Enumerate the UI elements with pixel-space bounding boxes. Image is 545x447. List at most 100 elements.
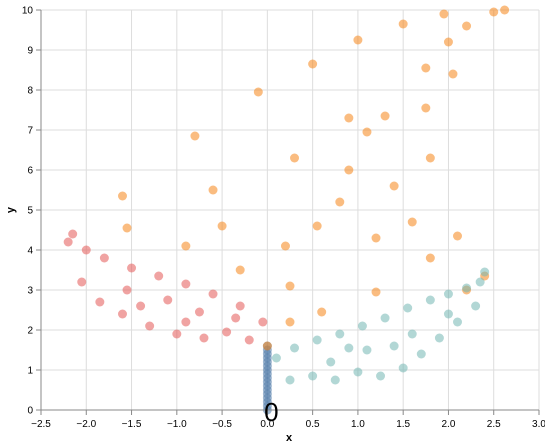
data-point	[308, 371, 318, 381]
y-tick-label: 4	[27, 246, 33, 257]
y-tick-label: 9	[27, 46, 33, 57]
annotation-label: 0	[264, 397, 278, 427]
data-point	[308, 59, 318, 69]
data-point	[290, 153, 300, 163]
data-point	[285, 317, 295, 327]
data-point	[462, 21, 472, 31]
data-point	[371, 287, 381, 297]
data-point	[63, 237, 73, 247]
data-point	[403, 303, 413, 313]
x-tick-label: 2.0	[442, 419, 456, 430]
data-point	[425, 295, 435, 305]
data-point	[190, 131, 200, 141]
data-point	[95, 297, 105, 307]
data-point	[122, 223, 132, 233]
data-point	[362, 127, 372, 137]
data-point	[145, 321, 155, 331]
data-point	[199, 333, 209, 343]
x-tick-label: −2.5	[31, 419, 51, 430]
y-tick-label: 3	[27, 286, 33, 297]
data-point	[222, 327, 232, 337]
x-tick-label: 2.5	[487, 419, 501, 430]
data-point	[117, 309, 127, 319]
data-point	[421, 103, 431, 113]
data-point	[398, 363, 408, 373]
data-point	[443, 289, 453, 299]
data-point	[389, 181, 399, 191]
data-point	[489, 7, 499, 17]
data-point	[181, 279, 191, 289]
x-axis-title: x	[286, 432, 293, 444]
data-point	[312, 335, 322, 345]
data-point	[407, 217, 417, 227]
data-point	[398, 19, 408, 29]
data-point	[443, 37, 453, 47]
data-point	[389, 341, 399, 351]
data-point	[117, 191, 127, 201]
x-tick-label: −0.5	[212, 419, 232, 430]
data-point	[122, 285, 132, 295]
y-tick-label: 0	[27, 406, 33, 417]
data-point	[312, 221, 322, 231]
y-axis-ticks: 0 1 2 3 4 5 6 7 8 9 10	[22, 6, 41, 417]
data-point	[208, 185, 218, 195]
y-tick-label: 8	[27, 86, 33, 97]
data-point	[439, 9, 449, 19]
x-axis-ticks: −2.5 −2.0 −1.5 −1.0 −0.5 0.0 0.5 1.0 1.5 2.0 2.5 3.…	[31, 410, 545, 430]
data-point	[244, 335, 254, 345]
data-point	[425, 153, 435, 163]
data-point	[344, 113, 354, 123]
data-point	[434, 333, 444, 343]
y-tick-label: 6	[27, 166, 33, 177]
data-point	[172, 329, 182, 339]
data-point	[163, 295, 173, 305]
x-tick-label: 1.5	[396, 419, 410, 430]
y-tick-label: 2	[27, 326, 33, 337]
data-point	[362, 345, 372, 355]
data-point	[353, 367, 363, 377]
y-tick-label: 10	[22, 6, 34, 17]
data-point	[335, 329, 345, 339]
data-point	[344, 165, 354, 175]
data-point	[253, 87, 263, 97]
data-point	[231, 313, 241, 323]
data-point	[462, 283, 472, 293]
data-point	[258, 317, 268, 327]
data-point	[99, 253, 109, 263]
data-point	[181, 241, 191, 251]
data-point	[443, 309, 453, 319]
data-point	[280, 241, 290, 251]
data-point	[235, 301, 245, 311]
data-point	[425, 253, 435, 263]
data-point	[194, 307, 204, 317]
data-point	[154, 271, 164, 281]
data-point	[448, 69, 458, 79]
data-point	[335, 197, 345, 207]
y-axis-title: y	[5, 206, 17, 213]
data-point	[208, 289, 218, 299]
data-point	[416, 349, 426, 359]
data-point	[380, 111, 390, 121]
data-point	[217, 221, 227, 231]
data-point	[376, 371, 386, 381]
data-point	[271, 353, 281, 363]
x-tick-label: 0.5	[306, 419, 320, 430]
x-tick-label: 1.0	[351, 419, 365, 430]
data-point	[81, 245, 91, 255]
data-point	[127, 263, 137, 273]
data-point	[407, 329, 417, 339]
data-point	[235, 265, 245, 275]
data-point	[330, 375, 340, 385]
data-point	[68, 229, 78, 239]
data-point	[480, 267, 490, 277]
data-point	[421, 63, 431, 73]
data-point	[453, 231, 463, 241]
data-point	[371, 233, 381, 243]
data-point	[326, 357, 336, 367]
data-point	[475, 277, 485, 287]
x-tick-label: −2.0	[76, 419, 96, 430]
data-point	[471, 301, 481, 311]
x-tick-label: 0.0	[260, 419, 274, 430]
data-point	[285, 375, 295, 385]
